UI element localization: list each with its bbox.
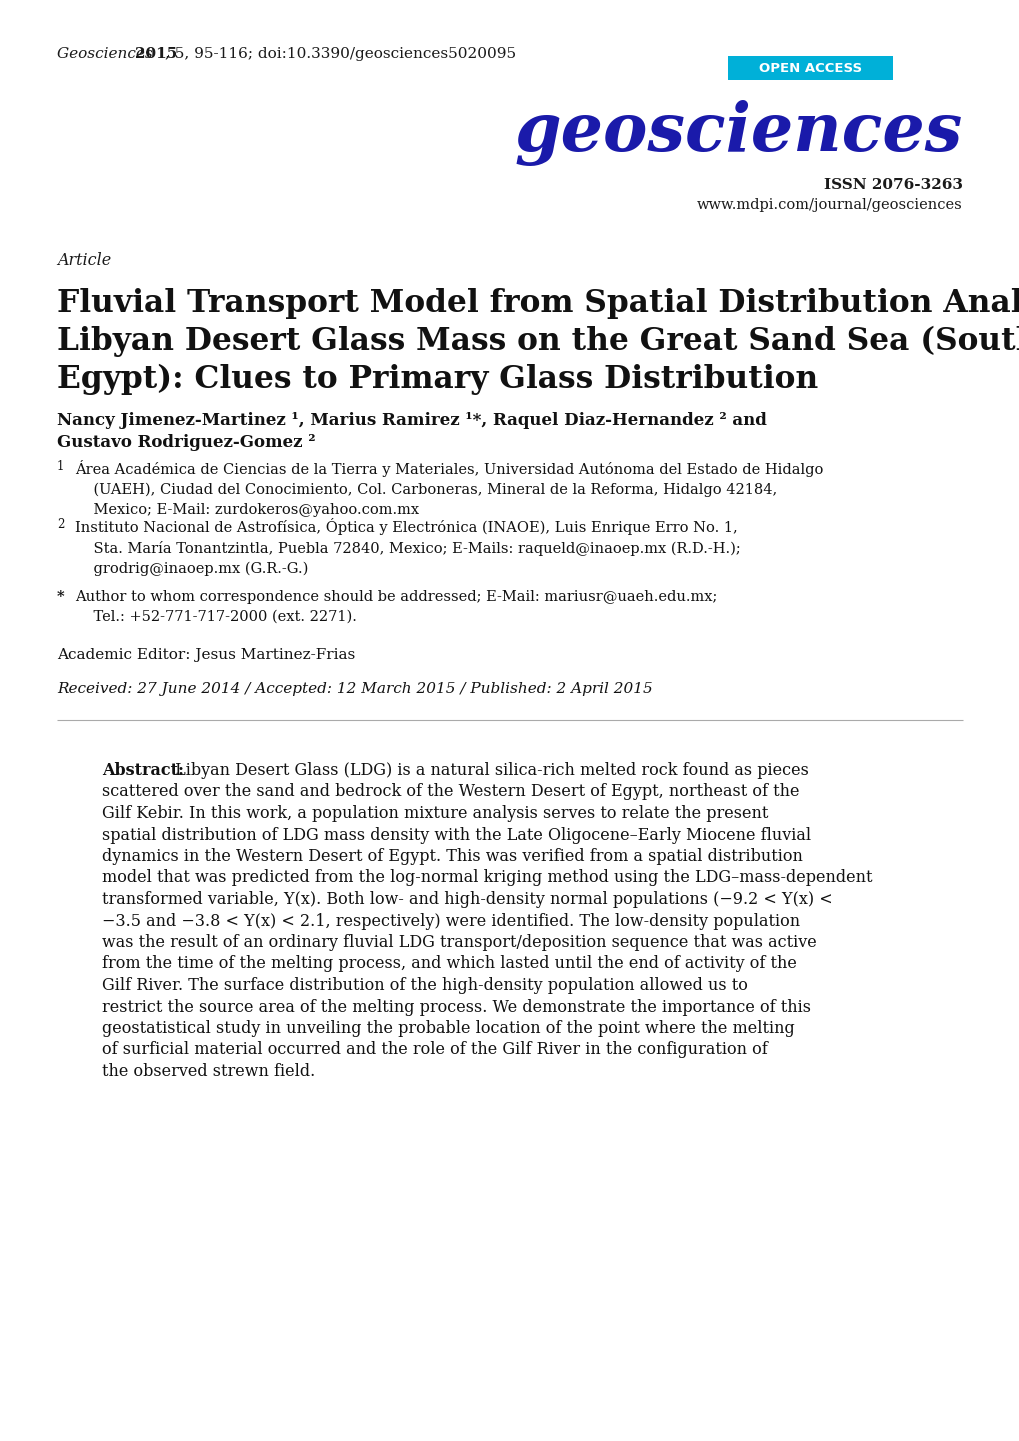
- Text: of surficial material occurred and the role of the Gilf River in the configurati: of surficial material occurred and the r…: [102, 1042, 767, 1059]
- Text: 2015: 2015: [135, 48, 177, 61]
- Text: Gustavo Rodriguez-Gomez ²: Gustavo Rodriguez-Gomez ²: [57, 434, 315, 451]
- Text: 2: 2: [57, 517, 64, 530]
- Text: Libyan Desert Glass Mass on the Great Sand Sea (Southwest: Libyan Desert Glass Mass on the Great Sa…: [57, 326, 1019, 357]
- Text: Área Académica de Ciencias de la Tierra y Materiales, Universidad Autónoma del E: Área Académica de Ciencias de la Tierra …: [75, 460, 822, 516]
- Text: the observed strewn field.: the observed strewn field.: [102, 1063, 315, 1079]
- Text: www.mdpi.com/journal/geosciences: www.mdpi.com/journal/geosciences: [697, 197, 962, 212]
- Text: Received: 27 June 2014 / Accepted: 12 March 2015 / Published: 2 April 2015: Received: 27 June 2014 / Accepted: 12 Ma…: [57, 682, 652, 696]
- Text: was the result of an ordinary fluvial LDG transport/deposition sequence that was: was the result of an ordinary fluvial LD…: [102, 934, 816, 951]
- Text: Fluvial Transport Model from Spatial Distribution Analysis of: Fluvial Transport Model from Spatial Dis…: [57, 288, 1019, 318]
- Text: Libyan Desert Glass (LDG) is a natural silica-rich melted rock found as pieces: Libyan Desert Glass (LDG) is a natural s…: [170, 762, 808, 780]
- Text: −3.5 and −3.8 < Y(x) < 2.1, respectively) were identified. The low-density popul: −3.5 and −3.8 < Y(x) < 2.1, respectively…: [102, 912, 799, 929]
- Text: ISSN 2076-3263: ISSN 2076-3263: [823, 179, 962, 192]
- Text: geostatistical study in unveiling the probable location of the point where the m: geostatistical study in unveiling the pr…: [102, 1020, 794, 1038]
- Text: Instituto Nacional de Astrofísica, Óptica y Electrónica (INAOE), Luis Enrique Er: Instituto Nacional de Astrofísica, Óptic…: [75, 517, 740, 576]
- FancyBboxPatch shape: [728, 56, 892, 81]
- Text: Geosciences: Geosciences: [57, 48, 158, 61]
- Text: *: *: [57, 589, 64, 604]
- Text: 1: 1: [57, 460, 64, 473]
- Text: spatial distribution of LDG mass density with the Late Oligocene–Early Miocene f: spatial distribution of LDG mass density…: [102, 827, 810, 843]
- Text: model that was predicted from the log-normal kriging method using the LDG–mass-d: model that was predicted from the log-no…: [102, 869, 871, 886]
- Text: Nancy Jimenez-Martinez ¹, Marius Ramirez ¹*, Raquel Diaz-Hernandez ² and: Nancy Jimenez-Martinez ¹, Marius Ramirez…: [57, 412, 766, 429]
- Text: Gilf River. The surface distribution of the high-density population allowed us t: Gilf River. The surface distribution of …: [102, 977, 747, 994]
- Text: , 5, 95-116; doi:10.3390/geosciences5020095: , 5, 95-116; doi:10.3390/geosciences5020…: [165, 48, 516, 61]
- Text: Author to whom correspondence should be addressed; E-Mail: mariusr@uaeh.edu.mx;
: Author to whom correspondence should be …: [75, 589, 716, 624]
- Text: from the time of the melting process, and which lasted until the end of activity: from the time of the melting process, an…: [102, 955, 796, 973]
- Text: OPEN ACCESS: OPEN ACCESS: [758, 62, 861, 75]
- Text: Gilf Kebir. In this work, a population mixture analysis serves to relate the pre: Gilf Kebir. In this work, a population m…: [102, 806, 767, 821]
- Text: dynamics in the Western Desert of Egypt. This was verified from a spatial distri: dynamics in the Western Desert of Egypt.…: [102, 847, 802, 865]
- Text: Academic Editor: Jesus Martinez-Frias: Academic Editor: Jesus Martinez-Frias: [57, 648, 355, 661]
- Text: Abstract:: Abstract:: [102, 762, 183, 780]
- Text: transformed variable, Y(x). Both low- and high-density normal populations (−9.2 : transformed variable, Y(x). Both low- an…: [102, 891, 832, 908]
- Text: geosciences: geosciences: [515, 99, 962, 166]
- Text: scattered over the sand and bedrock of the Western Desert of Egypt, northeast of: scattered over the sand and bedrock of t…: [102, 784, 799, 801]
- Text: Article: Article: [57, 252, 111, 269]
- Text: restrict the source area of the melting process. We demonstrate the importance o: restrict the source area of the melting …: [102, 999, 810, 1016]
- Text: Egypt): Clues to Primary Glass Distribution: Egypt): Clues to Primary Glass Distribut…: [57, 365, 817, 395]
